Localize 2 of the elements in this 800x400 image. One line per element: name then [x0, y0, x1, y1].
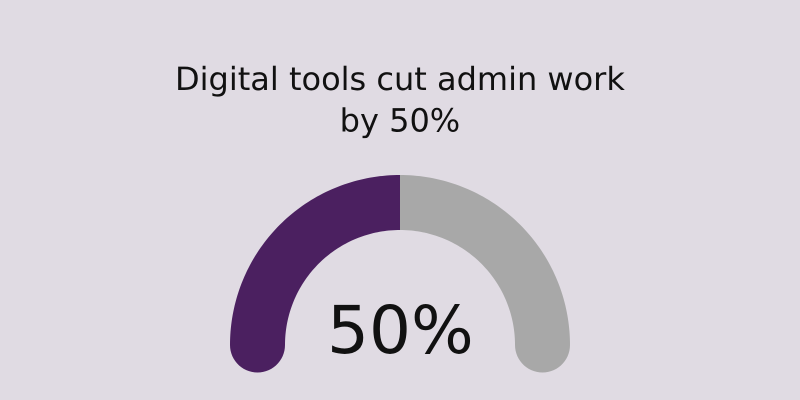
data-label: 50%: [327, 292, 474, 369]
chart-title: Digital tools cut admin work by 50%: [175, 60, 626, 140]
